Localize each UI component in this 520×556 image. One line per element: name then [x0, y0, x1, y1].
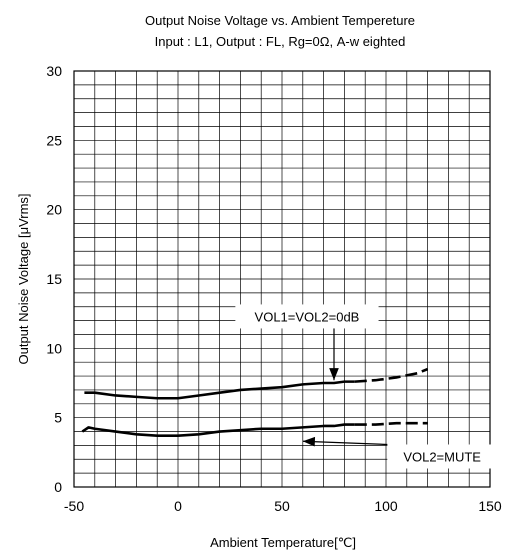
x-tick-label: 150	[478, 498, 502, 514]
y-tick-label: 20	[46, 202, 62, 218]
series-group	[81, 367, 429, 437]
chart-title: Output Noise Voltage vs. Ambient Tempere…	[145, 13, 415, 28]
chart-subtitle: Input : L1, Output : FL, Rg=0Ω, A-w eigh…	[155, 34, 406, 49]
series-line-dashed	[354, 421, 428, 426]
x-axis-label: Ambient Temperature[℃]	[210, 535, 356, 550]
x-tick-label: 100	[374, 498, 398, 514]
y-tick-label: 30	[46, 63, 62, 79]
y-tick-label: 0	[54, 479, 62, 495]
annotation-arrow-line	[302, 440, 388, 446]
annotation-arrowhead	[329, 368, 339, 381]
annotation-label: VOL1=VOL2=0dB	[255, 309, 360, 324]
annotation-label: VOL2=MUTE	[403, 449, 481, 464]
y-tick-label: 15	[46, 271, 62, 287]
y-tick-label: 25	[46, 132, 62, 148]
annotations: VOL1=VOL2=0dB VOL2=MUTE	[235, 304, 497, 469]
y-tick-labels: 0 5 10 15 20 25 30	[46, 63, 62, 495]
annotation-box	[387, 444, 497, 469]
x-tick-label: 50	[274, 498, 290, 514]
x-tick-label: -50	[64, 498, 84, 514]
annotation-arrowhead	[302, 436, 316, 447]
annotation-box	[235, 304, 379, 329]
y-tick-label: 5	[54, 410, 62, 426]
series-line-solid	[84, 380, 355, 400]
grid	[74, 71, 490, 487]
y-tick-label: 10	[46, 340, 62, 356]
x-tick-label: 0	[174, 498, 182, 514]
y-axis-label: Output Noise Voltage [μVrms]	[16, 193, 31, 364]
series-line-dashed	[354, 367, 429, 383]
plot-frame	[73, 70, 491, 488]
x-tick-labels: -50 0 50 100 150	[64, 498, 502, 514]
series-line-solid	[81, 423, 355, 437]
